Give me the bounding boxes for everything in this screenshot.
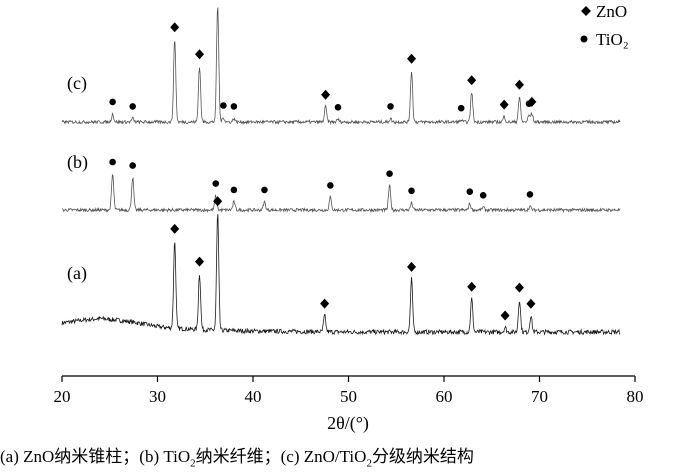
x-tick-label: 50 bbox=[340, 387, 357, 406]
caption-c: (c) ZnO/TiO2分级纳米结构 bbox=[280, 447, 474, 470]
tio2-peak-circle-icon bbox=[466, 188, 474, 195]
zno-peak-diamond-icon bbox=[407, 261, 417, 272]
caption-b: (b) TiO2纳米纤维； bbox=[139, 447, 281, 470]
series-label-b: (b) bbox=[67, 152, 88, 173]
zno-peak-diamond-icon bbox=[514, 282, 524, 293]
zno-peak-diamond-icon bbox=[195, 49, 205, 60]
series-label-a: (a) bbox=[67, 263, 87, 284]
zno-peak-diamond-icon bbox=[514, 79, 524, 90]
zno-peak-diamond-icon bbox=[407, 53, 417, 64]
zno-peak-diamond-icon bbox=[320, 298, 330, 309]
legend-zno-diamond-icon bbox=[581, 6, 591, 16]
tio2-peak-circle-icon bbox=[334, 104, 342, 111]
xrd-traces bbox=[61, 7, 621, 336]
xrd-trace-c bbox=[61, 7, 621, 126]
x-tick-label: 70 bbox=[531, 387, 548, 406]
peak-markers bbox=[109, 22, 537, 321]
tio2-peak-circle-icon bbox=[261, 186, 268, 194]
zno-peak-diamond-icon bbox=[213, 196, 223, 207]
zno-peak-diamond-icon bbox=[526, 298, 536, 309]
tio2-peak-circle-icon bbox=[457, 104, 465, 112]
tio2-peak-circle-icon bbox=[387, 103, 394, 110]
legend-tio2-label: TiO₂ bbox=[596, 30, 629, 49]
tio2-peak-circle-icon bbox=[526, 191, 534, 198]
xrd-trace-b bbox=[62, 174, 621, 213]
legend-zno-label: ZnO bbox=[596, 2, 627, 21]
figure-caption: (a) ZnO纳米锥柱；(b) TiO2纳米纤维；(c) ZnO/TiO2分级纳… bbox=[0, 442, 700, 469]
zno-peak-diamond-icon bbox=[527, 96, 537, 107]
series-label-c: (c) bbox=[67, 73, 87, 94]
tio2-peak-circle-icon bbox=[109, 98, 116, 106]
series-labels: (a) (b) (c) bbox=[67, 73, 88, 284]
legend-tio2-circle-icon bbox=[580, 35, 588, 43]
tio2-peak-circle-icon bbox=[212, 180, 220, 187]
x-axis-ticks: 20 30 40 50 60 70 80 bbox=[54, 376, 644, 406]
tio2-peak-circle-icon bbox=[230, 103, 238, 110]
zno-peak-diamond-icon bbox=[170, 223, 180, 234]
legend: ZnO TiO₂ bbox=[580, 2, 629, 49]
tio2-peak-circle-icon bbox=[386, 170, 393, 177]
x-axis-label: 2θ/(°) bbox=[327, 413, 369, 434]
x-tick-label: 20 bbox=[54, 387, 71, 406]
xrd-trace-a bbox=[61, 214, 621, 336]
tio2-peak-circle-icon bbox=[479, 192, 487, 199]
tio2-peak-circle-icon bbox=[327, 182, 334, 189]
zno-peak-diamond-icon bbox=[499, 99, 509, 110]
tio2-peak-circle-icon bbox=[230, 186, 238, 194]
x-tick-label: 40 bbox=[245, 387, 262, 406]
zno-peak-diamond-icon bbox=[467, 281, 477, 292]
tio2-peak-circle-icon bbox=[109, 158, 116, 166]
tio2-peak-circle-icon bbox=[408, 187, 415, 195]
zno-peak-diamond-icon bbox=[170, 22, 180, 33]
zno-peak-diamond-icon bbox=[321, 89, 331, 100]
x-tick-label: 80 bbox=[627, 387, 644, 406]
zno-peak-diamond-icon bbox=[467, 75, 477, 86]
tio2-peak-circle-icon bbox=[129, 103, 136, 110]
x-tick-label: 60 bbox=[436, 387, 453, 406]
zno-peak-diamond-icon bbox=[500, 310, 510, 321]
tio2-peak-circle-icon bbox=[220, 102, 227, 109]
tio2-peak-circle-icon bbox=[129, 162, 136, 169]
zno-peak-diamond-icon bbox=[195, 256, 205, 267]
x-tick-label: 30 bbox=[149, 387, 166, 406]
caption-a: (a) ZnO纳米锥柱； bbox=[0, 447, 140, 466]
